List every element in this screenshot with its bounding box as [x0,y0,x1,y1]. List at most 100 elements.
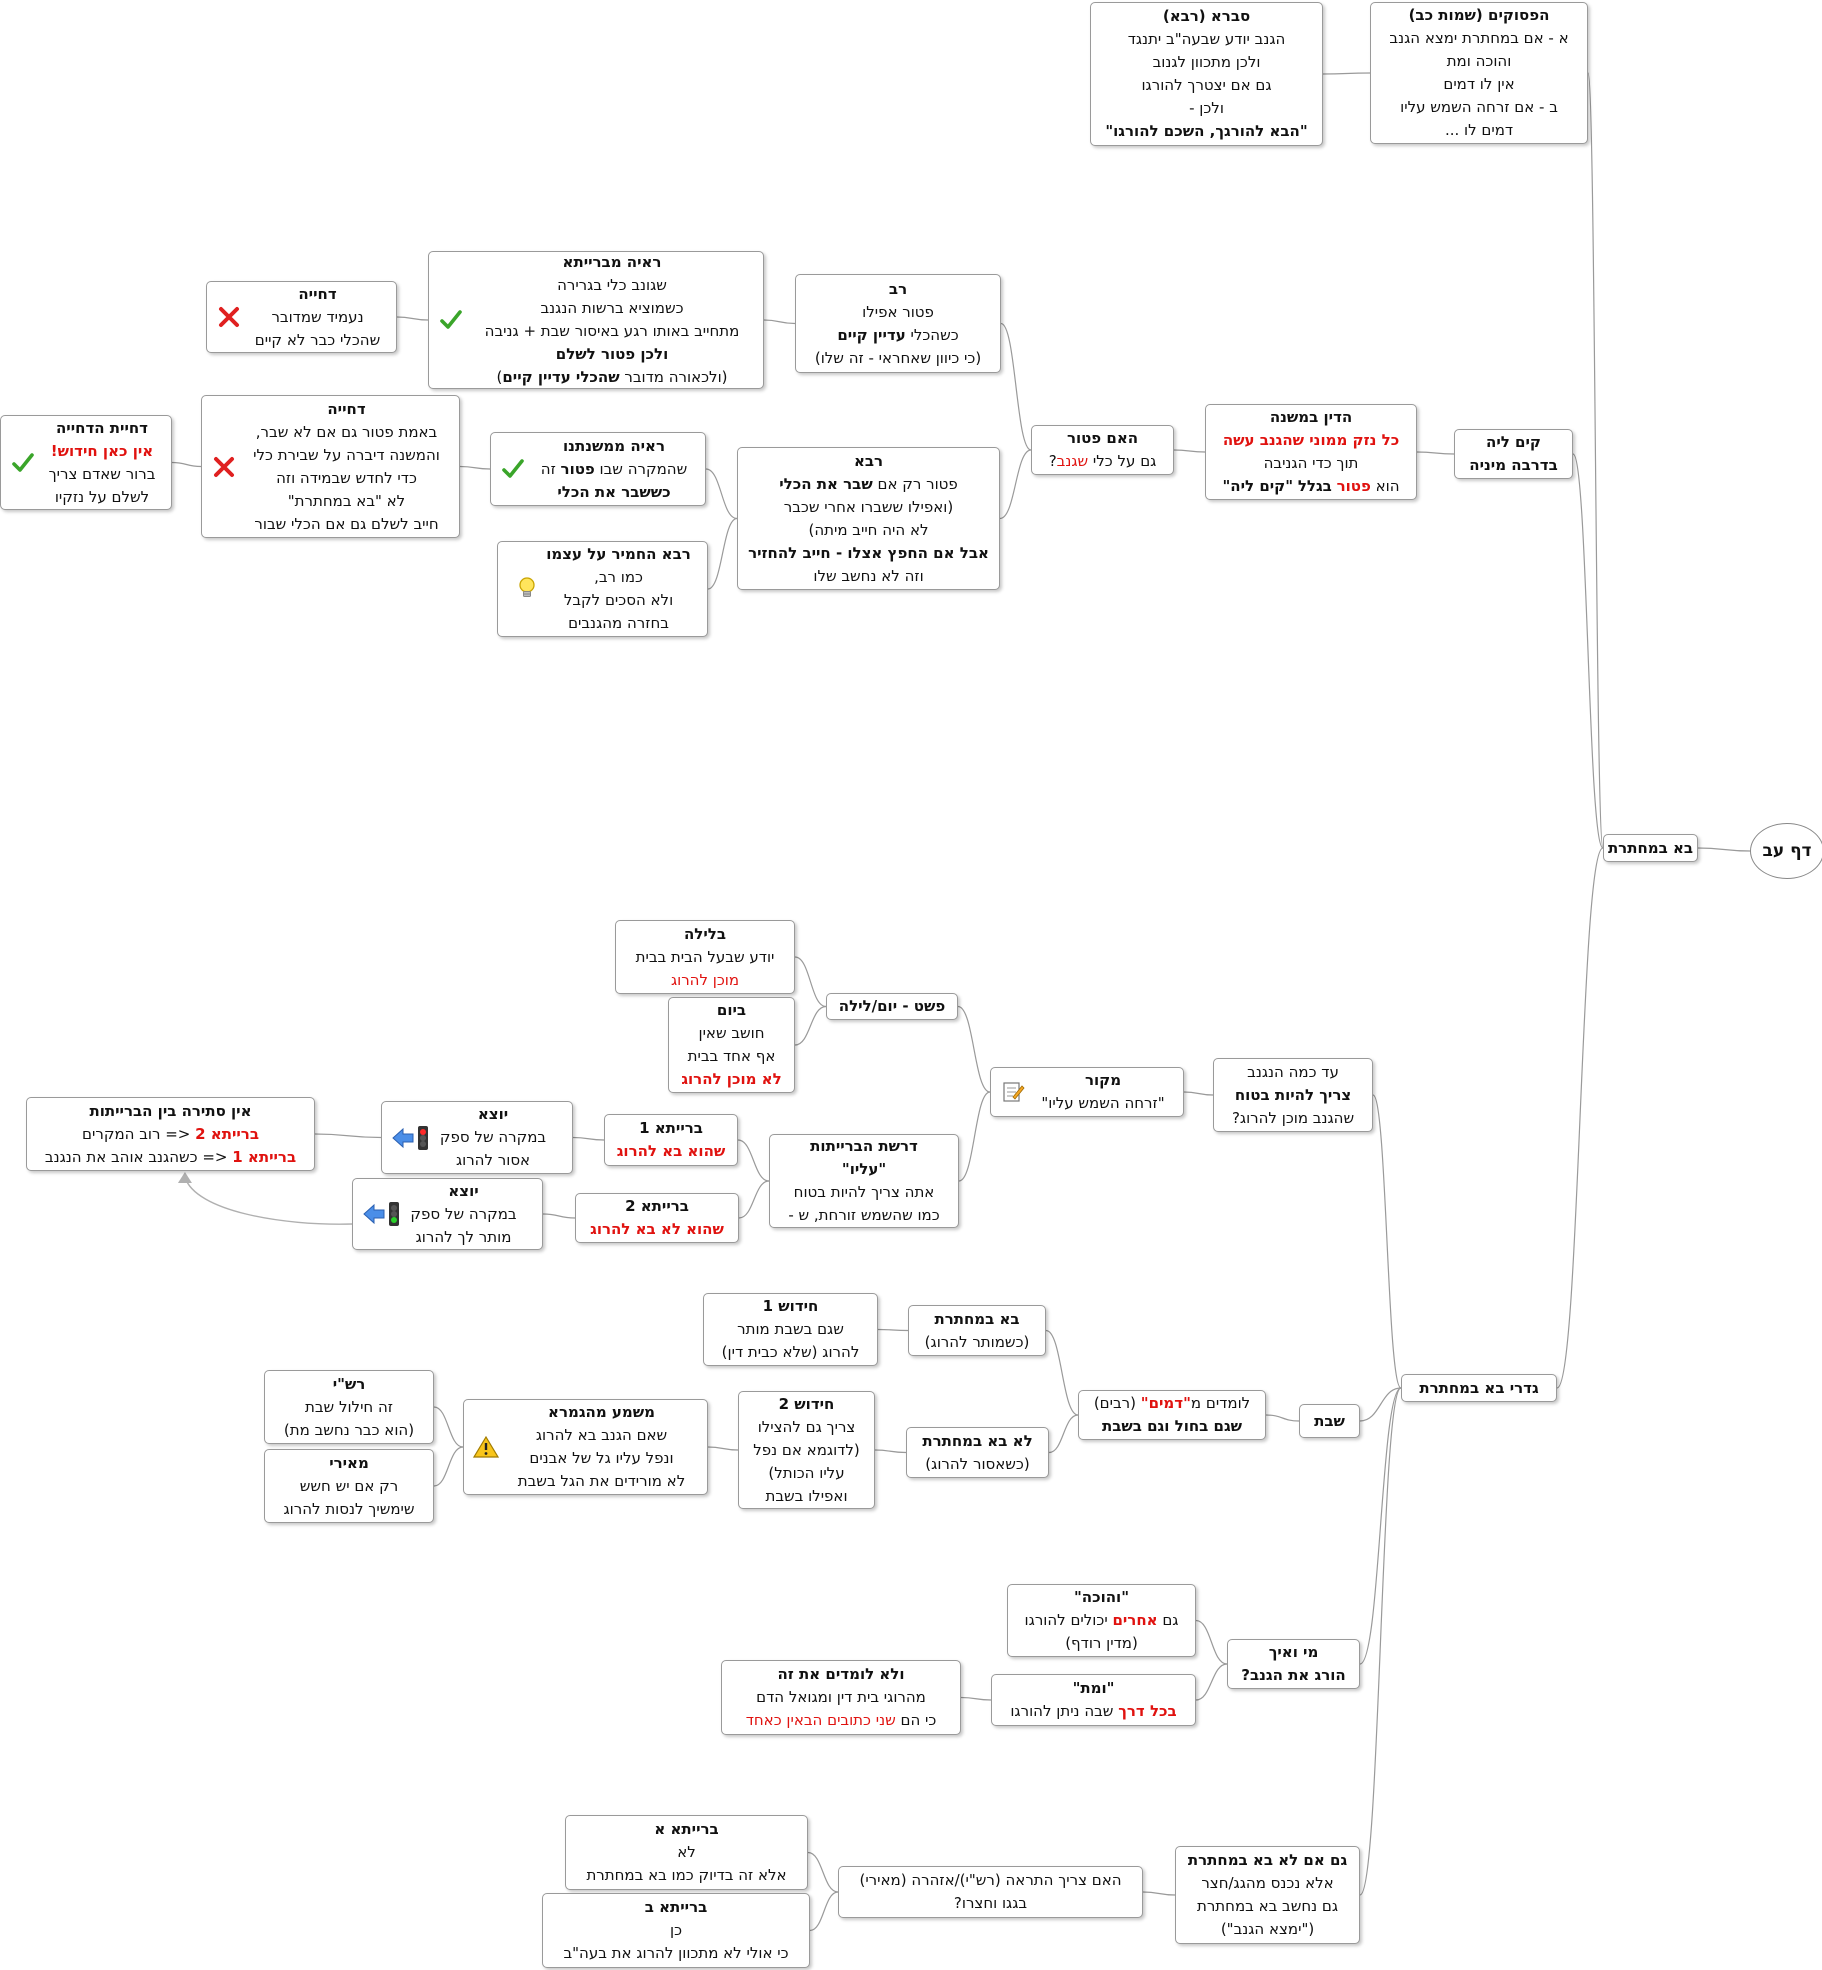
node-text-line: עליו הכותל) [768,1463,845,1482]
ba_b-text: ברייתא ב כן כי אולי לא מתכוון להרוג את בעה… [563,1896,788,1965]
node-gidrei-ba-bemachteret[interactable]: גדרי בא במחתרת [1401,1374,1557,1402]
node-hidush-1[interactable]: חידוש 1 שגם בשבת מותר להרוג (שלא כבית דין) [703,1293,878,1366]
node-text-line: ברייתא 1 [639,1119,703,1137]
node-rashi[interactable]: רש"י זה חילול שבת (הוא כבר נחשב מת) [264,1370,434,1444]
node-text-line: "זרחה השמש עליו" [1041,1094,1165,1112]
node-text-line: צריך גם להצילו [757,1417,856,1436]
check-icon [10,450,36,476]
node-text-line: א - אם במחתרת ימצא הגנב [1389,29,1569,47]
node-raya-mibaraita[interactable]: ראיה מברייתא שגונב כלי בגרירה כשמוציא ברשו… [428,251,764,389]
node-text-line: אבל אם החפץ אצלו - חייב להחזיר [748,543,989,562]
node-vamet[interactable]: "ומת" בכל דרך שבה ניתן להורגו [991,1674,1196,1726]
node-ba-bemachteret[interactable]: בא במחתרת [1603,834,1698,862]
node-din-bemishna[interactable]: הדין במשנה כל נזק ממוני שהגנב עשה תוך כדי … [1205,404,1417,500]
node-dchiyat-hadchiya[interactable]: דחיית הדחייה אין כאן חידוש! ברור שאדם צריך… [0,415,172,510]
node-text-line: "הבא להורגך, השכם להורגו" [1105,122,1308,140]
node-text-line: שאם הגנב בא להרוג [535,1426,668,1444]
node-gam-im-lo-ba[interactable]: גם אם לא בא במחתרת אלא נכנס מהגג/חצר גם נח… [1175,1846,1360,1944]
b2-text: ברייתא 2 שהוא לא בא להרוג [590,1195,724,1241]
node-rava[interactable]: רבא פטור רק אם שבר את הכלי (ואפילו ששברו א… [737,447,1000,590]
node-baraita-2[interactable]: ברייתא 2 שהוא לא בא להרוג [575,1193,739,1243]
node-text-line: אין לו דמים [1443,75,1515,93]
node-text-line: בגגו וחצרו? [953,1894,1028,1912]
node-ein-stira[interactable]: אין סתירה בין הברייתות ברייתא 2 <= רוב המ… [26,1097,315,1171]
node-balayla[interactable]: בלילה יודע שבעל הבית בבית מוכן להרוג [615,920,795,994]
node-text-line: שגם בחול וגם בשבת [1101,1417,1243,1435]
connector-pshat-layla [794,956,827,1008]
node-vehuka[interactable]: "והוכה" גם אחרים יכולים להורגו (מדין רודף) [1007,1584,1196,1657]
node-text-line: שהגנב מוכן להרוג? [1231,1108,1355,1127]
connector-mi-vehuka [1195,1619,1228,1665]
node-dchiya-1[interactable]: דחייה נעמיד שמדובר שהכלי כבר לא קיים [206,281,397,353]
node-baraita-bet[interactable]: ברייתא ב כן כי אולי לא מתכוון להרוג את בעה… [542,1893,810,1968]
node-text-line: (ואפילו ששברו אחרי שכבר [783,497,954,516]
node-svara-rava[interactable]: סברא (רבא) הגנב יודע שבעה"ב יתנגד ולכן מתכ… [1090,2,1323,146]
node-text-line: בא במחתרת [934,1309,1020,1328]
node-dchiya-2[interactable]: דחייה באמת פטור גם אם לא שבר, והמשנה דיברה… [201,395,460,538]
connector-lomdim-lo_ba [1048,1414,1079,1454]
node-text-line: ולא לומדים את זה [777,1665,905,1683]
node-text-line: ואפילו בשבת [765,1486,848,1505]
node-text-line: ראיה ממשנתנו [563,436,665,455]
node-yotze-2[interactable]: יוצא במקרה של ספק מותר לך להרוג [352,1178,543,1250]
connector-lomdim-ba2 [1045,1329,1079,1416]
node-pesukim[interactable]: הפסוקים (שמות כב) א - אם במחתרת ימצא הגנב… [1370,2,1588,144]
mashma-text: משמע מהגמרא שאם הגנב בא להרוג ונפל עליו גל… [518,1401,685,1493]
node-mi-veech[interactable]: מי ואיך הורג את הגנב? [1227,1639,1360,1689]
node-text-line: קים ליה [1486,433,1541,451]
node-mashma-mehagmara[interactable]: משמע מהגמרא שאם הגנב בא להרוג ונפל עליו גל… [463,1399,708,1495]
ba2-text: בא במחתרת (כשמותר להרוג) [925,1308,1030,1354]
connector-ba-gidrei [1556,847,1604,1389]
node-kam-lei[interactable]: קים ליה בדרבה מיניה [1454,429,1573,479]
node-lo-ba-bemachteret[interactable]: לא בא במחתרת (כשאסור להרוג) [906,1427,1049,1478]
node-text-line: דמים לו ... [1444,121,1514,139]
connector-gidrei-adkama [1372,1094,1402,1389]
node-shabat[interactable]: שבת [1299,1404,1360,1438]
node-text-line: פשט - יום/לילה [838,997,946,1015]
node-haim-tzarich-hatraa[interactable]: האם צריך התראה (רש"י)/אזהרה (מאירי) בגגו … [838,1866,1143,1918]
node-text-line: גם אם לא בא במחתרת [1187,1851,1348,1869]
node-rav[interactable]: רב פטור אפילו כשהכלי עדיין קיים (כי כיוון ש… [795,274,1001,373]
node-bayom[interactable]: ביום חושב שאין אף אחד בבית לא מוכן להרוג [668,997,795,1093]
node-raya-mimishnatenu[interactable]: ראיה ממשנתנו שהמקרה שבו פטור זה כששבר את ה… [490,432,706,506]
adkama-text: עד כמה הנגנב צריך להיות בטוח שהגנב מוכן לה… [1232,1061,1354,1130]
node-text-line: גדרי בא במחתרת [1419,1378,1539,1397]
node-text-line: אלא זה בדיוק כמו בא במחתרת [586,1866,787,1884]
node-ad-kama[interactable]: עד כמה הנגנב צריך להיות בטוח שהגנב מוכן לה… [1213,1058,1373,1132]
node-text-line: להרוג (שלא כבית דין) [721,1343,860,1361]
node-makor[interactable]: מקור "זרחה השמש עליו" [990,1067,1184,1117]
node-text-line: ראיה מברייתא [562,253,662,271]
node-text-line: רבא החמיר על עצמו [546,545,691,563]
node-text-line: (כשאסור להרוג) [925,1454,1030,1473]
root-text: דף עב [1762,840,1811,863]
node-drashat-habaraitot[interactable]: דרשת הברייתות "עליו" אתה צריך להיות בטוח כמ… [769,1134,959,1228]
node-ba-bemachteret-shabat[interactable]: בא במחתרת (כשמותר להרוג) [908,1305,1046,1356]
node-velo-lomdim[interactable]: ולא לומדים את זה מהרוגי בית דין ומגואל הד… [721,1660,961,1735]
mishna-text: הדין במשנה כל נזק ממוני שהגנב עשה תוך כדי … [1222,406,1399,498]
node-rava-hechmir[interactable]: רבא החמיר על עצמו כמו רב, ולא הסכים לקבל בח… [497,541,708,637]
hidush1-text: חידוש 1 שגם בשבת מותר להרוג (שלא כבית דין) [722,1295,860,1364]
node-baraita-alef[interactable]: ברייתא א לא אלא זה בדיוק כמו בא במחתרת [565,1815,808,1890]
node-text-line: לא "בא במחתרת" [287,491,406,510]
node-lomdim-midamim[interactable]: לומדים מ"דמים" (רבים) שגם בחול וגם בשבת [1078,1390,1266,1440]
connector-vamet-velo [960,1696,992,1701]
node-text-line: כשמוציא ברשות הנגנב [540,299,684,317]
node-text-line: לא מוכן להרוג [681,1070,782,1088]
node-text-line: ברייתא ב [644,1898,708,1916]
connector-root-ba [1697,847,1751,852]
node-text-line: הדין במשנה [1269,408,1353,426]
node-haim-patur[interactable]: האם פטור גם על כלי שגנב? [1031,425,1174,475]
node-yotze-1[interactable]: יוצא במקרה של ספק אסור להרוג [381,1101,573,1174]
node-text-line: כי אולי לא מתכוון להרוג את בעה"ב [563,1944,789,1962]
node-text-line: מהרוגי בית דין ומגואל הדם [756,1688,926,1706]
node-hidush-2[interactable]: חידוש 2 צריך גם להצילו (לדוגמא אם נפל עליו … [738,1391,875,1509]
node-baraita-1[interactable]: ברייתא 1 שהוא בא להרוג [604,1114,738,1166]
node-meiri[interactable]: מאירי רק אם יש חשש שימשיך לנסות להרוג [264,1449,434,1523]
node-text-line: בחזרה מהגנבים [568,614,669,632]
node-text-line: תוך כדי הגניבה [1263,454,1359,472]
root-node-daf-ayin-bet[interactable]: דף עב [1750,823,1822,879]
node-text-line: כל נזק ממוני שהגנב עשה [1222,431,1400,449]
node-text-line: ולכן פטור לשלם [555,345,669,363]
raya1-text: ראיה מברייתא שגונב כלי בגרירה כשמוציא ברשו… [485,251,740,389]
node-pshat-yom-layla[interactable]: פשט - יום/לילה [826,993,958,1020]
